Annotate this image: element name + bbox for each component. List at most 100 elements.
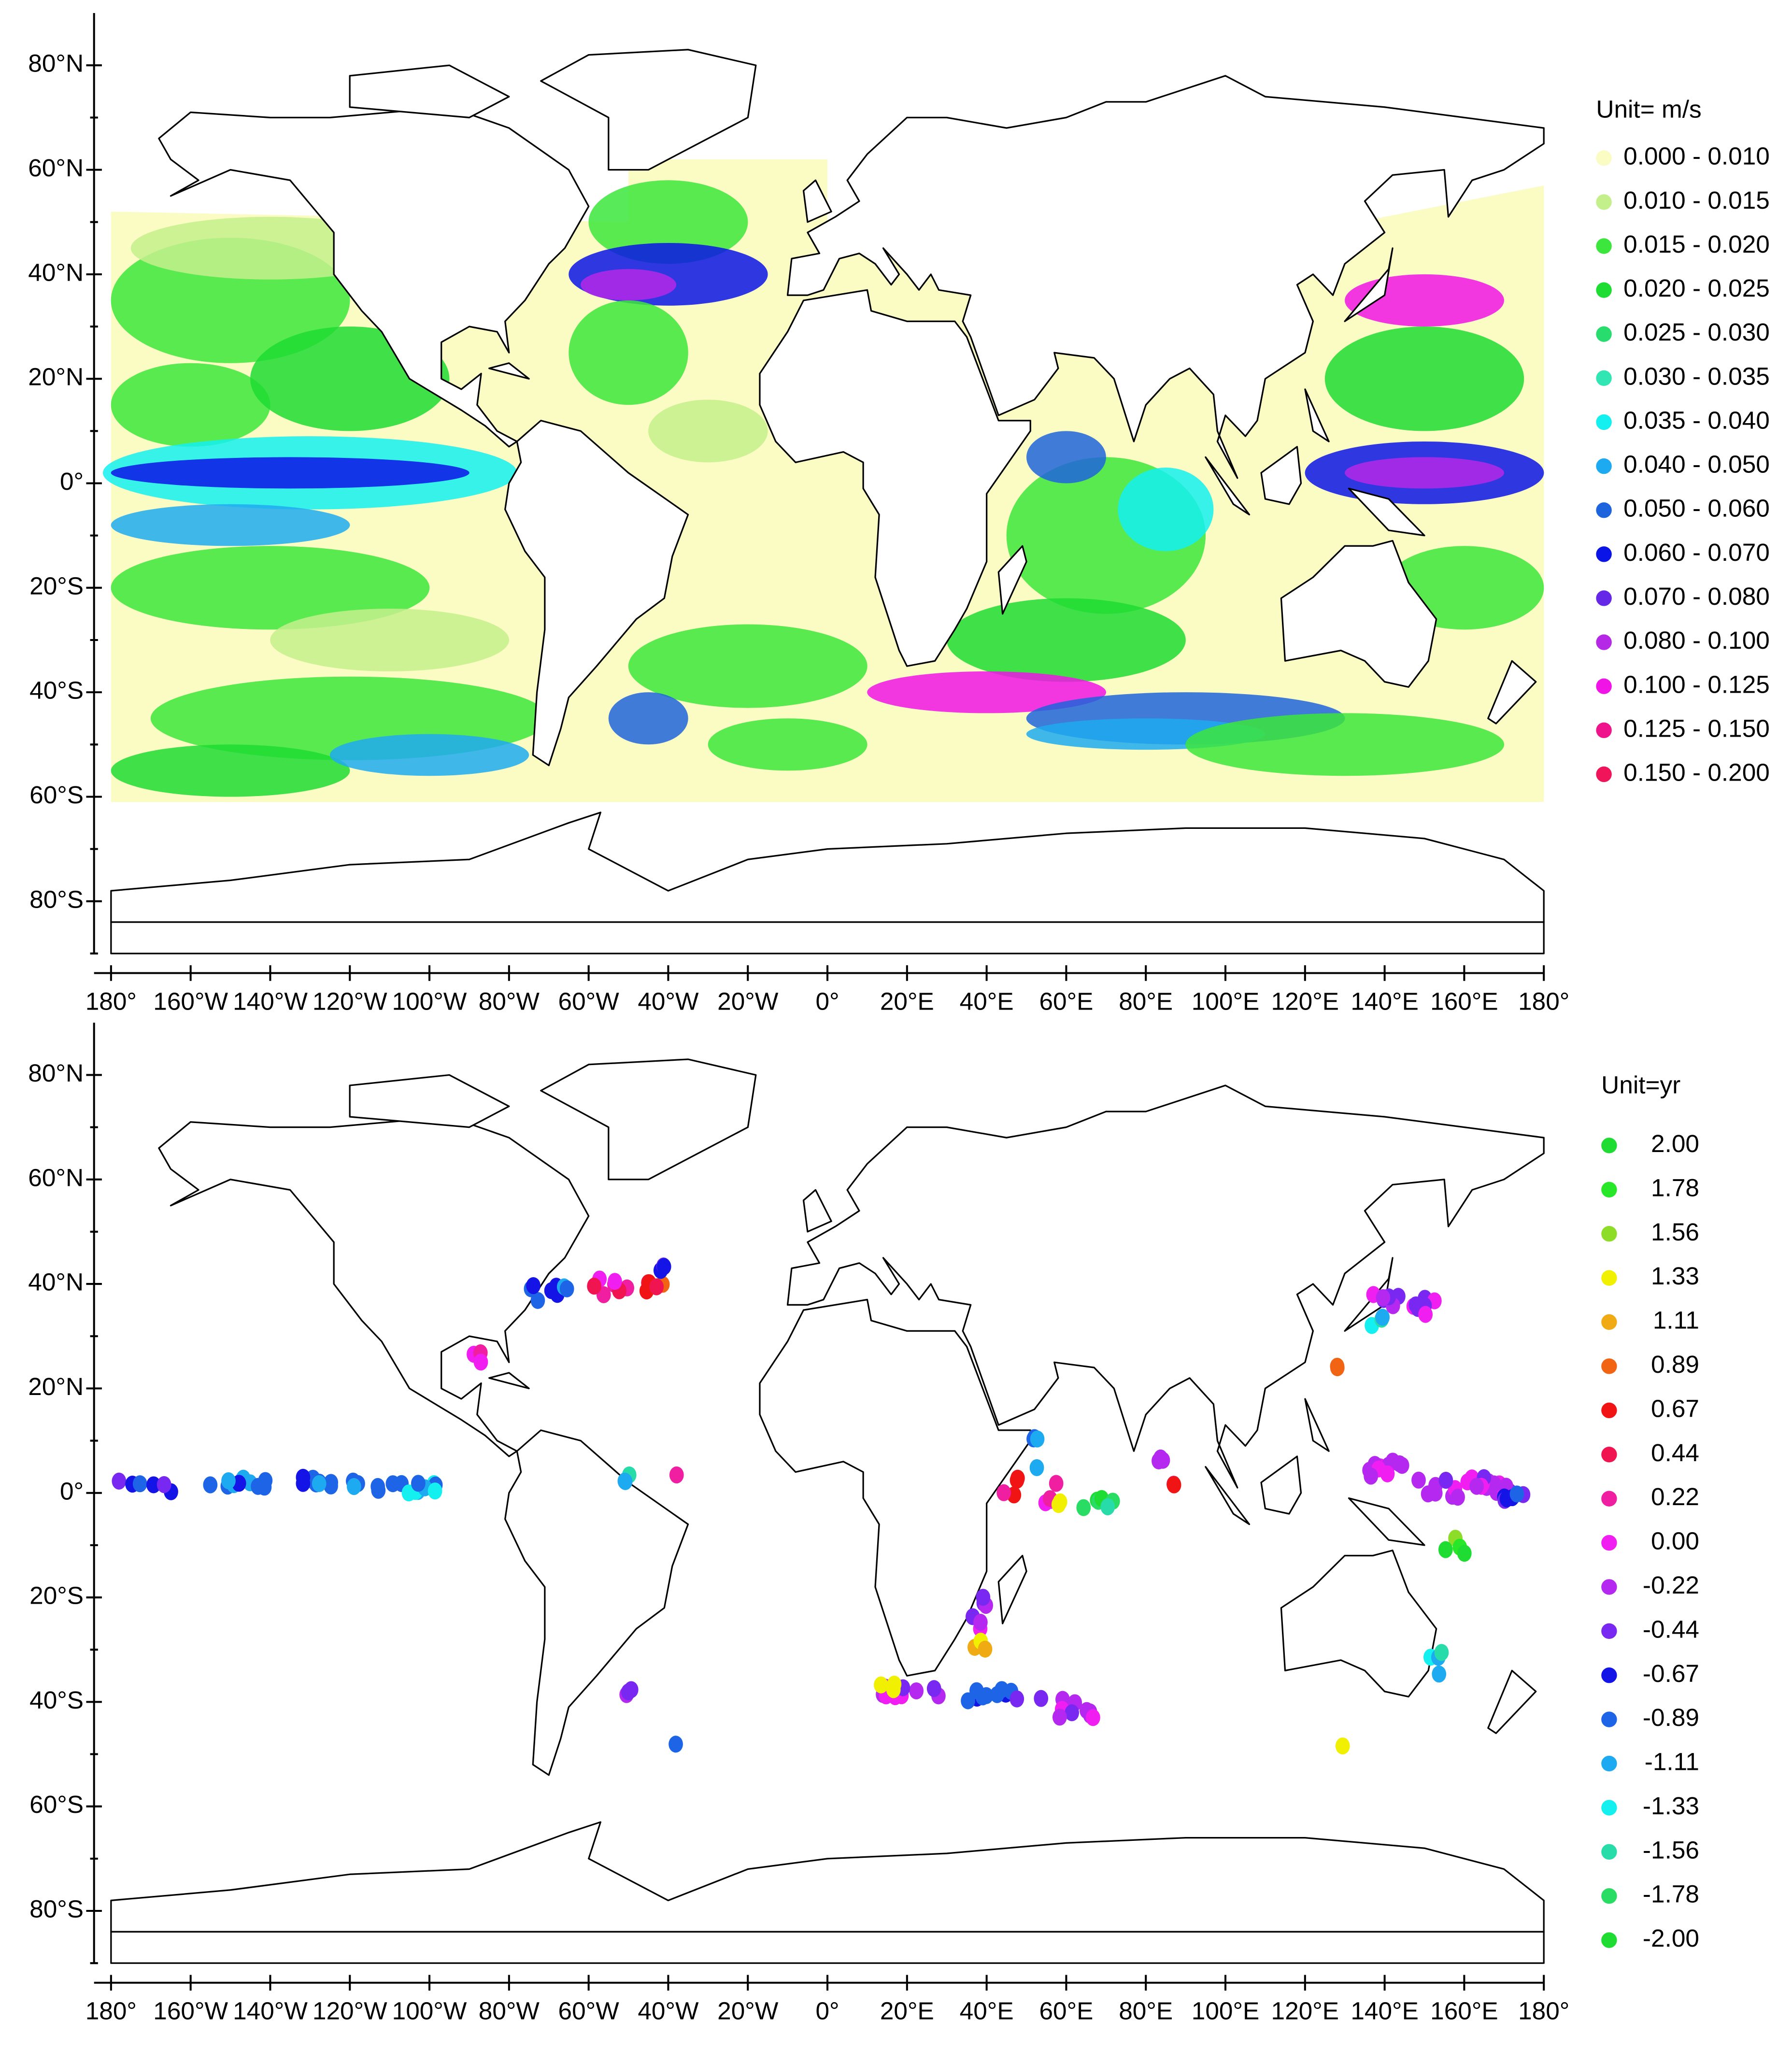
legend-label: 0.010 - 0.015 <box>1623 186 1770 214</box>
landmass <box>1304 1398 1330 1452</box>
trend-dot <box>146 1476 161 1494</box>
lat-label: 40°N <box>28 258 84 286</box>
legend-swatch <box>1601 1182 1617 1198</box>
legend-swatch <box>1601 1535 1617 1551</box>
current-patch <box>628 624 868 708</box>
legend-swatch <box>1596 678 1612 694</box>
legend-label: 0.015 - 0.020 <box>1623 230 1770 258</box>
legend-swatch <box>1601 1579 1617 1595</box>
trend-dot <box>203 1476 218 1494</box>
legend-label: 1.56 <box>1651 1218 1699 1246</box>
trend-dot <box>1438 1541 1453 1558</box>
trend-dot <box>296 1468 311 1486</box>
lon-label: 20°E <box>880 1996 934 2024</box>
lat-label: 0° <box>60 1477 84 1505</box>
trend-dot <box>618 1473 633 1490</box>
trend-dot <box>221 1472 236 1490</box>
lon-label: 180° <box>1518 987 1569 1015</box>
legend-label: 0.000 - 0.010 <box>1623 142 1770 170</box>
lon-label: 80°W <box>479 1996 540 2024</box>
lon-label: 140°E <box>1351 1996 1419 2024</box>
lon-label: 0° <box>815 1996 839 2024</box>
trend-dot <box>649 1278 664 1295</box>
legend-swatch <box>1596 282 1612 298</box>
legend-label: 0.030 - 0.035 <box>1623 362 1770 390</box>
trend-dot <box>370 1478 385 1495</box>
lon-label: 80°E <box>1119 1996 1173 2024</box>
trend-dot <box>156 1476 171 1494</box>
trend-dot <box>1029 1459 1044 1476</box>
lon-label: 140°E <box>1351 987 1419 1015</box>
legend-label: 0.020 - 0.025 <box>1623 274 1770 302</box>
legend-swatch <box>1596 458 1612 474</box>
landmass <box>1260 1455 1302 1515</box>
trend-dot <box>559 1280 574 1297</box>
current-patch <box>608 692 688 745</box>
trend-dot <box>257 1479 272 1496</box>
trend-dot <box>1155 1452 1170 1469</box>
lat-label: 80°S <box>29 885 84 913</box>
legend-swatch <box>1601 1138 1617 1153</box>
lon-label: 160°E <box>1430 987 1498 1015</box>
lon-label: 40°E <box>960 987 1014 1015</box>
current-patch <box>648 399 768 463</box>
lon-label: 180° <box>85 1996 137 2024</box>
legend-label: 0.44 <box>1651 1438 1699 1466</box>
legend-label: -0.22 <box>1643 1571 1699 1599</box>
trend-dot <box>1451 1488 1465 1506</box>
trend-dot <box>1065 1704 1080 1722</box>
lon-label: 160°W <box>153 1996 228 2024</box>
legend-label: 0.100 - 0.125 <box>1623 670 1770 698</box>
landmass <box>786 75 1545 479</box>
trend-dot <box>587 1278 602 1295</box>
trend-dot <box>526 1277 541 1295</box>
lon-label: 20°W <box>717 987 779 1015</box>
legend-swatch <box>1601 1844 1617 1860</box>
trend-dot <box>624 1681 639 1698</box>
map-bottom-box <box>110 921 1545 954</box>
lat-label: 80°S <box>29 1895 84 1923</box>
legend-swatch <box>1596 590 1612 606</box>
legend-swatch <box>1596 546 1612 562</box>
landmass <box>1487 1669 1537 1734</box>
legend-label: -1.56 <box>1643 1836 1699 1864</box>
landmass <box>504 420 689 767</box>
trend-dot <box>1166 1476 1181 1494</box>
lon-label: 100°E <box>1192 987 1259 1015</box>
lat-label: 0° <box>60 467 84 495</box>
current-patch <box>111 546 430 630</box>
legend-label: 0.050 - 0.060 <box>1623 494 1770 522</box>
current-patch <box>1118 468 1214 552</box>
trend-dot <box>995 1681 1009 1698</box>
current-patch <box>947 598 1186 682</box>
lon-label: 120°W <box>313 987 387 1015</box>
landmass <box>997 1554 1027 1624</box>
legend-swatch <box>1596 722 1612 739</box>
lon-label: 80°W <box>479 987 540 1015</box>
landmass <box>158 1116 590 1457</box>
lon-label: 120°W <box>313 1996 387 2024</box>
legend-label: -0.67 <box>1643 1659 1699 1687</box>
lat-label: 80°N <box>28 1059 84 1087</box>
lat-label: 20°N <box>28 1372 84 1400</box>
trend-dot <box>1438 1471 1453 1489</box>
legend-swatch <box>1601 1226 1617 1242</box>
current-patch <box>588 180 748 264</box>
legend-swatch <box>1596 634 1612 650</box>
trend-dot <box>996 1484 1011 1501</box>
trend-dot <box>346 1478 361 1495</box>
legend-swatch <box>1596 414 1612 430</box>
landmass <box>1280 540 1437 688</box>
lon-label: 0° <box>815 987 839 1015</box>
trend-dot <box>909 1682 924 1700</box>
legend-label: -1.11 <box>1645 1748 1699 1776</box>
lon-label: 80°E <box>1119 987 1173 1015</box>
landmass <box>997 545 1027 615</box>
lat-label: 20°S <box>29 1581 84 1609</box>
landmass <box>1260 446 1302 505</box>
lat-label: 60°S <box>29 1790 84 1818</box>
map-panel: 80°N 60°N 40°N 20°N 0° 20°S 40°S 60°S 80°S 180° 16… <box>28 1023 1699 2024</box>
legend-label: -2.00 <box>1643 1924 1699 1952</box>
current-patch <box>569 300 688 405</box>
